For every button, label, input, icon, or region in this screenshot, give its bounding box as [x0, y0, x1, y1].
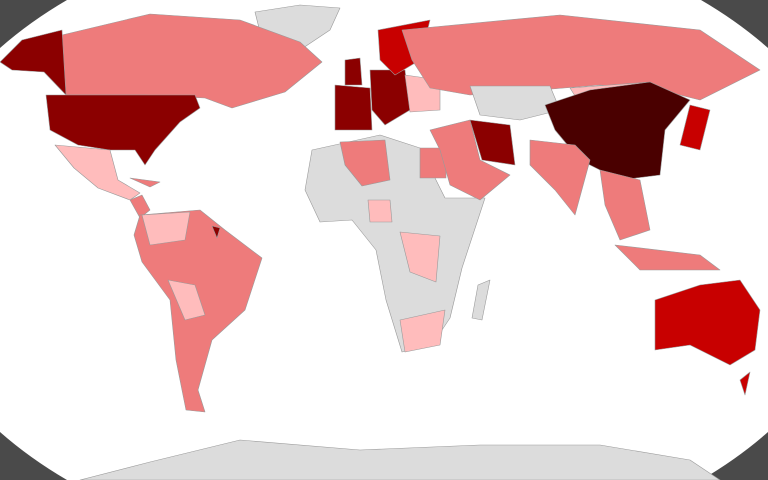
iberia-france[interactable] — [334, 84, 373, 131]
australia[interactable] — [654, 279, 761, 366]
uk[interactable] — [344, 57, 363, 86]
central-america[interactable] — [129, 194, 151, 219]
iran[interactable] — [469, 119, 516, 166]
egypt[interactable] — [419, 147, 447, 179]
indonesia[interactable] — [614, 244, 721, 271]
dr-congo[interactable] — [399, 231, 441, 283]
bolivia-paraguay[interactable] — [167, 279, 206, 321]
algeria[interactable] — [339, 139, 391, 187]
usa[interactable] — [45, 94, 201, 166]
south-africa[interactable] — [399, 309, 446, 353]
kazakhstan[interactable] — [469, 85, 561, 121]
mexico[interactable] — [54, 144, 141, 201]
southeast-asia[interactable] — [599, 169, 651, 241]
japan[interactable] — [679, 104, 711, 151]
colombia-venezuela[interactable] — [141, 211, 191, 246]
cuba[interactable] — [129, 177, 161, 188]
french-guiana[interactable] — [211, 225, 221, 239]
new-zealand[interactable] — [739, 371, 751, 396]
middle-east[interactable] — [429, 119, 511, 201]
nigeria[interactable] — [367, 199, 393, 223]
madagascar[interactable] — [471, 279, 491, 321]
india[interactable] — [529, 139, 591, 216]
antarctica[interactable] — [79, 439, 721, 480]
